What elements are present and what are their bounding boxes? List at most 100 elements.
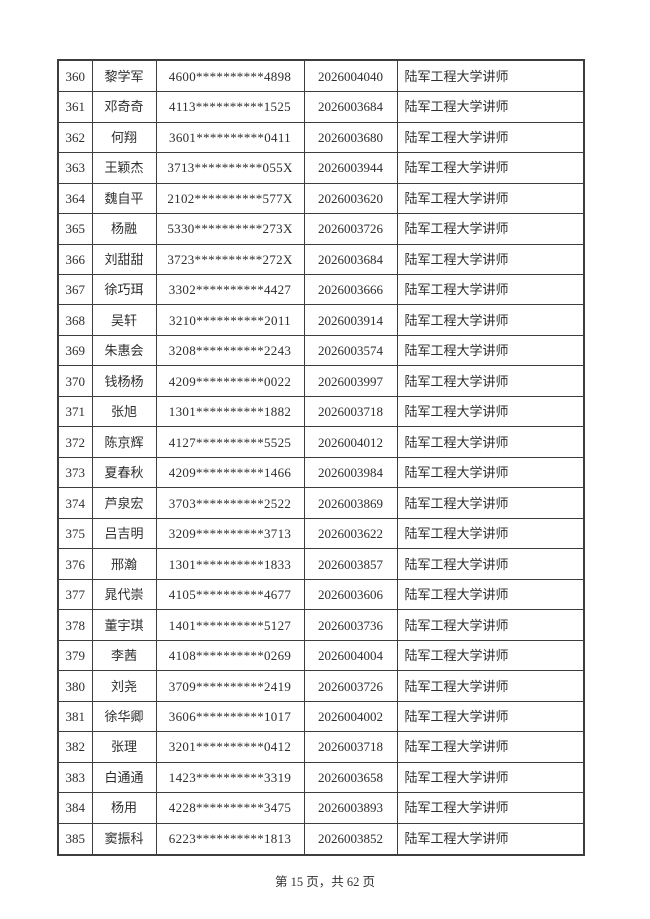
exam-code-cell: 2026003726: [303, 670, 398, 702]
exam-code-cell: 2026003984: [303, 456, 398, 489]
serial-number-cell: 384: [57, 792, 93, 824]
exam-code-cell: 2026004002: [303, 700, 398, 733]
position-cell: 陆军工程大学讲师: [396, 91, 585, 123]
id-number-cell: 6223**********1813: [155, 822, 305, 856]
id-number-cell: 2102**********577X: [155, 182, 305, 215]
id-number-cell: 1423**********3319: [155, 761, 305, 794]
id-number-cell: 3209**********3713: [155, 517, 305, 550]
person-name-cell: 朱惠会: [91, 334, 157, 367]
person-name-cell: 王颖杰: [91, 152, 157, 184]
table-row: 383 白通通 1423**********3319 2026003658 陆军…: [57, 761, 585, 794]
page-footer: 第 15 页，共 62 页: [274, 875, 375, 889]
id-number-cell: 3201**********0412: [155, 731, 305, 763]
id-number-cell: 3210**********2011: [155, 304, 305, 336]
exam-code-cell: 2026003620: [303, 182, 398, 215]
table-row: 368 吴轩 3210**********2011 2026003914 陆军工…: [57, 304, 585, 336]
position-cell: 陆军工程大学讲师: [396, 182, 585, 215]
id-number-cell: 3302**********4427: [155, 273, 305, 306]
table-row: 384 杨用 4228**********3475 2026003893 陆军工…: [57, 792, 585, 824]
position-cell: 陆军工程大学讲师: [396, 243, 585, 275]
table-row: 385 窦振科 6223**********1813 2026003852 陆军…: [57, 822, 585, 856]
id-number-cell: 4209**********1466: [155, 456, 305, 489]
serial-number-cell: 377: [57, 578, 93, 611]
exam-code-cell: 2026003606: [303, 578, 398, 611]
exam-code-cell: 2026003944: [303, 152, 398, 184]
id-number-cell: 4127**********5525: [155, 426, 305, 458]
person-name-cell: 陈京辉: [91, 426, 157, 458]
serial-number-cell: 372: [57, 426, 93, 458]
id-number-cell: 1401**********5127: [155, 609, 305, 641]
serial-number-cell: 385: [57, 822, 93, 856]
exam-code-cell: 2026003622: [303, 517, 398, 550]
position-cell: 陆军工程大学讲师: [396, 121, 585, 154]
table-row: 367 徐巧珥 3302**********4427 2026003666 陆军…: [57, 273, 585, 306]
serial-number-cell: 363: [57, 152, 93, 184]
person-name-cell: 白通通: [91, 761, 157, 794]
position-cell: 陆军工程大学讲师: [396, 517, 585, 550]
exam-code-cell: 2026003893: [303, 792, 398, 824]
exam-code-cell: 2026003997: [303, 365, 398, 397]
exam-code-cell: 2026004040: [303, 59, 398, 93]
table-row: 376 邢瀚 1301**********1833 2026003857 陆军工…: [57, 548, 585, 580]
table-row: 377 晁代崇 4105**********4677 2026003606 陆军…: [57, 578, 585, 611]
id-number-cell: 3606**********1017: [155, 700, 305, 733]
exam-code-cell: 2026003726: [303, 213, 398, 245]
serial-number-cell: 381: [57, 700, 93, 733]
table-row: 378 董宇琪 1401**********5127 2026003736 陆军…: [57, 609, 585, 641]
exam-code-cell: 2026003684: [303, 243, 398, 275]
serial-number-cell: 380: [57, 670, 93, 702]
position-cell: 陆军工程大学讲师: [396, 731, 585, 763]
position-cell: 陆军工程大学讲师: [396, 59, 585, 93]
position-cell: 陆军工程大学讲师: [396, 761, 585, 794]
table-row: 379 李茜 4108**********0269 2026004004 陆军工…: [57, 639, 585, 672]
position-cell: 陆军工程大学讲师: [396, 609, 585, 641]
person-name-cell: 芦泉宏: [91, 487, 157, 519]
id-number-cell: 3723**********272X: [155, 243, 305, 275]
position-cell: 陆军工程大学讲师: [396, 304, 585, 336]
position-cell: 陆军工程大学讲师: [396, 639, 585, 672]
serial-number-cell: 369: [57, 334, 93, 367]
exam-code-cell: 2026004004: [303, 639, 398, 672]
position-cell: 陆军工程大学讲师: [396, 578, 585, 611]
exam-code-cell: 2026003666: [303, 273, 398, 306]
serial-number-cell: 371: [57, 395, 93, 428]
id-number-cell: 1301**********1833: [155, 548, 305, 580]
position-cell: 陆军工程大学讲师: [396, 395, 585, 428]
person-name-cell: 李茜: [91, 639, 157, 672]
table-row: 372 陈京辉 4127**********5525 2026004012 陆军…: [57, 426, 585, 458]
roster-table: 360 黎学军 4600**********4898 2026004040 陆军…: [57, 59, 585, 856]
table-row: 371 张旭 1301**********1882 2026003718 陆军工…: [57, 395, 585, 428]
id-number-cell: 4108**********0269: [155, 639, 305, 672]
serial-number-cell: 362: [57, 121, 93, 154]
roster-table-body: 360 黎学军 4600**********4898 2026004040 陆军…: [57, 59, 585, 856]
person-name-cell: 晁代崇: [91, 578, 157, 611]
exam-code-cell: 2026003869: [303, 487, 398, 519]
exam-code-cell: 2026003914: [303, 304, 398, 336]
exam-code-cell: 2026003680: [303, 121, 398, 154]
serial-number-cell: 364: [57, 182, 93, 215]
table-row: 375 吕吉明 3209**********3713 2026003622 陆军…: [57, 517, 585, 550]
person-name-cell: 刘甜甜: [91, 243, 157, 275]
id-number-cell: 3713**********055X: [155, 152, 305, 184]
serial-number-cell: 368: [57, 304, 93, 336]
position-cell: 陆军工程大学讲师: [396, 487, 585, 519]
table-row: 361 邓奇奇 4113**********1525 2026003684 陆军…: [57, 91, 585, 123]
position-cell: 陆军工程大学讲师: [396, 822, 585, 856]
serial-number-cell: 373: [57, 456, 93, 489]
serial-number-cell: 383: [57, 761, 93, 794]
person-name-cell: 徐巧珥: [91, 273, 157, 306]
id-number-cell: 4105**********4677: [155, 578, 305, 611]
table-row: 365 杨融 5330**********273X 2026003726 陆军工…: [57, 213, 585, 245]
person-name-cell: 张理: [91, 731, 157, 763]
id-number-cell: 4209**********0022: [155, 365, 305, 397]
position-cell: 陆军工程大学讲师: [396, 456, 585, 489]
table-row: 369 朱惠会 3208**********2243 2026003574 陆军…: [57, 334, 585, 367]
id-number-cell: 3709**********2419: [155, 670, 305, 702]
id-number-cell: 4113**********1525: [155, 91, 305, 123]
serial-number-cell: 375: [57, 517, 93, 550]
id-number-cell: 4228**********3475: [155, 792, 305, 824]
person-name-cell: 何翔: [91, 121, 157, 154]
table-row: 382 张理 3201**********0412 2026003718 陆军工…: [57, 731, 585, 763]
serial-number-cell: 382: [57, 731, 93, 763]
